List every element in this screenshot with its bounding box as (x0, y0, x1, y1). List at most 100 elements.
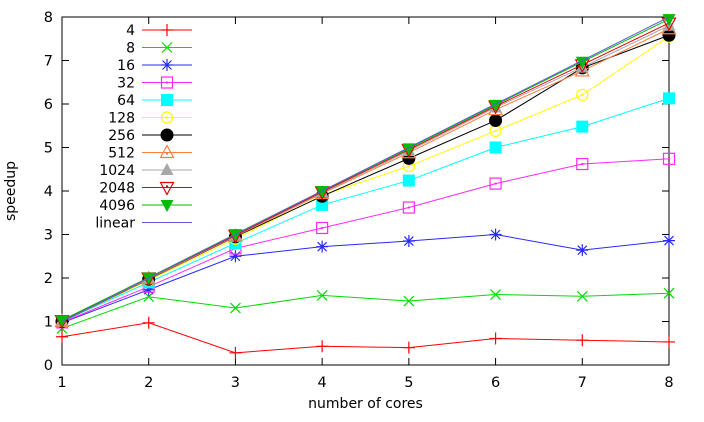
series-marker-16 (663, 234, 675, 247)
x-tick-label: 7 (578, 375, 587, 391)
series-marker-32 (494, 182, 497, 185)
series-marker-8 (576, 290, 588, 302)
legend-marker-8 (161, 42, 173, 53)
y-tick-label: 8 (44, 10, 53, 26)
legend-marker-1024 (160, 163, 174, 175)
x-axis-title: number of cores (308, 396, 423, 412)
x-tick-label: 5 (404, 375, 413, 391)
series-marker-4096 (142, 272, 156, 285)
legend-label-linear: linear (95, 216, 135, 232)
series-marker-128 (576, 88, 589, 101)
y-tick-label: 3 (44, 228, 53, 244)
legend-marker-512 (165, 152, 169, 155)
series-marker-4 (316, 340, 329, 353)
series-marker-8 (230, 302, 241, 314)
series-marker-4 (229, 346, 242, 359)
y-tick-label: 4 (44, 184, 53, 200)
series-marker-32 (316, 221, 329, 235)
legend-label-1024: 1024 (99, 163, 135, 179)
legend-marker-2048 (165, 185, 169, 188)
series-marker-4 (56, 330, 68, 343)
series-marker-32 (668, 157, 670, 160)
series-marker-64 (402, 174, 415, 187)
x-tick-label: 8 (664, 375, 673, 391)
legend-marker-4 (161, 24, 173, 36)
series-marker-16 (142, 283, 155, 296)
x-tick-label: 6 (491, 375, 500, 391)
series-marker-8 (490, 289, 501, 300)
y-tick-label: 6 (44, 97, 53, 113)
series-marker-256 (489, 114, 503, 128)
series-marker-4 (576, 334, 589, 347)
series-marker-128 (407, 165, 411, 168)
legend-marker-32 (166, 81, 168, 84)
series-marker-4 (142, 316, 155, 329)
series-line-4 (61, 322, 670, 354)
legend-label-64: 64 (117, 93, 135, 109)
legend-label-2048: 2048 (99, 181, 135, 197)
y-tick-label: 0 (44, 358, 53, 374)
series-marker-4 (663, 335, 675, 348)
x-tick-label: 4 (318, 375, 327, 391)
legend-label-128: 128 (108, 111, 135, 127)
series-marker-32 (576, 157, 589, 171)
y-tick-label: 1 (44, 315, 53, 331)
legend-marker-32 (160, 76, 174, 89)
y-axis-title: speedup (3, 160, 19, 222)
legend-marker-2048 (159, 181, 175, 196)
legend-label-4: 4 (126, 23, 135, 39)
series-marker-16 (576, 244, 589, 257)
x-tick-label: 3 (231, 375, 240, 391)
series-marker-16 (402, 235, 415, 248)
series-marker-16 (229, 250, 242, 263)
legend-label-32: 32 (117, 76, 135, 92)
series-line-16 (61, 233, 670, 324)
legend-label-8: 8 (126, 41, 135, 57)
y-tick-label: 2 (44, 271, 53, 287)
legend-label-4096: 4096 (99, 198, 135, 214)
y-tick-label: 5 (44, 141, 53, 157)
series-marker-4096 (662, 14, 676, 27)
legend-label-512: 512 (108, 146, 135, 162)
legend-marker-256 (160, 128, 174, 142)
series-marker-32 (489, 177, 502, 190)
series-marker-256 (662, 28, 676, 42)
series-line-32 (61, 158, 670, 323)
series-marker-4 (402, 341, 415, 354)
series-line-128 (61, 36, 670, 322)
series-marker-32 (402, 201, 415, 214)
legend-marker-16 (161, 59, 173, 71)
legend-label-16: 16 (117, 58, 135, 74)
series-marker-64 (576, 120, 589, 133)
legend-label-256: 256 (108, 128, 135, 144)
series-marker-64 (663, 92, 675, 105)
legend-marker-4096 (160, 200, 174, 212)
series-marker-8 (403, 295, 415, 307)
legend-marker-64 (161, 94, 173, 106)
series-marker-4096 (575, 56, 589, 69)
y-tick-label: 7 (44, 54, 53, 70)
x-tick-label: 1 (57, 375, 66, 391)
series-marker-8 (316, 289, 328, 301)
legend-marker-128 (160, 111, 174, 124)
series-marker-32 (321, 226, 324, 229)
series-marker-64 (489, 141, 502, 154)
series-marker-32 (662, 152, 676, 165)
series-marker-16 (316, 240, 329, 253)
series-line-8 (61, 292, 670, 329)
series-marker-128 (494, 129, 497, 133)
series-marker-4096 (228, 229, 242, 242)
series-line-64 (61, 97, 670, 322)
legend-marker-512 (159, 144, 175, 159)
series-marker-16 (489, 228, 502, 241)
series-marker-4 (489, 332, 502, 345)
series-marker-128 (581, 93, 584, 97)
series-marker-32 (581, 163, 584, 166)
series-marker-8 (663, 287, 675, 299)
legend-marker-128 (165, 116, 169, 119)
x-tick-label: 2 (144, 375, 153, 391)
series-marker-32 (407, 206, 410, 209)
series-line-linear (61, 16, 670, 322)
